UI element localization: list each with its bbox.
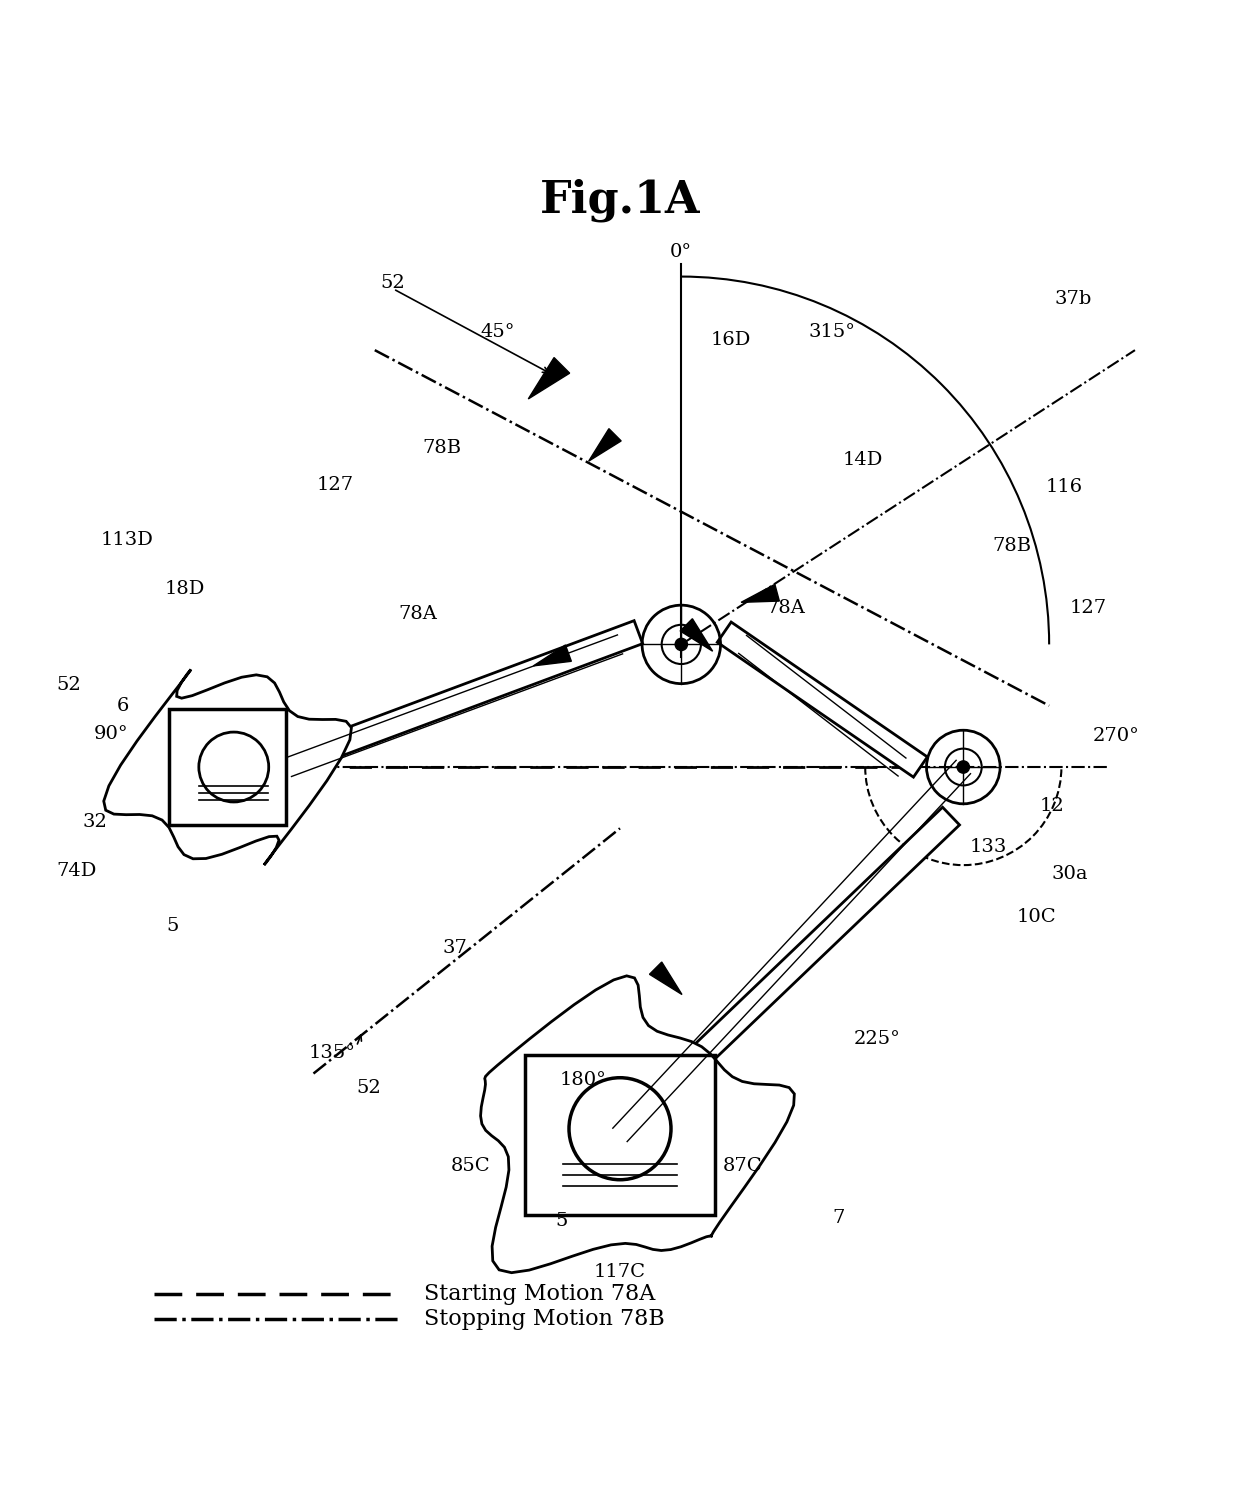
Bar [525, 1056, 715, 1215]
Text: 90°: 90° [94, 725, 129, 742]
Text: 6: 6 [118, 696, 130, 714]
Text: 113D: 113D [100, 532, 154, 549]
Polygon shape [589, 429, 621, 462]
Text: 37: 37 [441, 940, 467, 958]
Polygon shape [104, 670, 351, 864]
Text: 85C: 85C [450, 1157, 490, 1175]
Polygon shape [717, 622, 928, 777]
Text: 7: 7 [832, 1209, 844, 1227]
Text: 78A: 78A [766, 598, 805, 616]
Text: 87C: 87C [723, 1157, 763, 1175]
Text: 52: 52 [381, 273, 405, 291]
Text: 0°: 0° [671, 244, 692, 261]
Polygon shape [650, 962, 682, 995]
Text: 45°: 45° [480, 322, 515, 340]
Text: 32: 32 [83, 814, 108, 832]
Polygon shape [742, 584, 780, 603]
Text: 52: 52 [356, 1080, 381, 1097]
Bar [170, 708, 286, 826]
Text: 133: 133 [970, 838, 1007, 855]
Text: 135°: 135° [309, 1044, 356, 1062]
Text: 37b: 37b [1055, 290, 1092, 307]
Text: 225°: 225° [854, 1031, 901, 1048]
Text: 117C: 117C [594, 1264, 646, 1282]
Text: 127: 127 [1070, 598, 1107, 616]
Text: 270°: 270° [1094, 728, 1140, 745]
Text: 127: 127 [317, 477, 355, 495]
Text: 78B: 78B [423, 440, 461, 457]
Text: 30a: 30a [1052, 864, 1089, 882]
Text: 52: 52 [56, 676, 81, 693]
Text: 78B: 78B [993, 538, 1032, 555]
Text: 180°: 180° [559, 1071, 606, 1089]
Polygon shape [528, 358, 569, 399]
Text: 74D: 74D [57, 863, 97, 881]
Text: Stopping Motion 78B: Stopping Motion 78B [424, 1308, 665, 1329]
Polygon shape [481, 976, 795, 1273]
Text: 116: 116 [1045, 478, 1083, 496]
Text: 12: 12 [1039, 797, 1064, 815]
Text: Fig.1A: Fig.1A [539, 178, 701, 221]
Polygon shape [661, 808, 960, 1094]
Circle shape [675, 639, 687, 650]
Text: 16D: 16D [711, 331, 750, 349]
Polygon shape [533, 644, 572, 665]
Text: 5: 5 [556, 1212, 568, 1230]
Circle shape [957, 760, 970, 774]
Text: 5: 5 [166, 918, 179, 936]
Text: 10C: 10C [1017, 907, 1056, 925]
Polygon shape [680, 619, 713, 652]
Text: Starting Motion 78A: Starting Motion 78A [424, 1283, 655, 1305]
Text: 78A: 78A [398, 604, 438, 622]
Text: 18D: 18D [165, 581, 205, 598]
Text: 14D: 14D [843, 451, 883, 469]
Polygon shape [273, 621, 642, 778]
Text: 315°: 315° [808, 322, 856, 340]
